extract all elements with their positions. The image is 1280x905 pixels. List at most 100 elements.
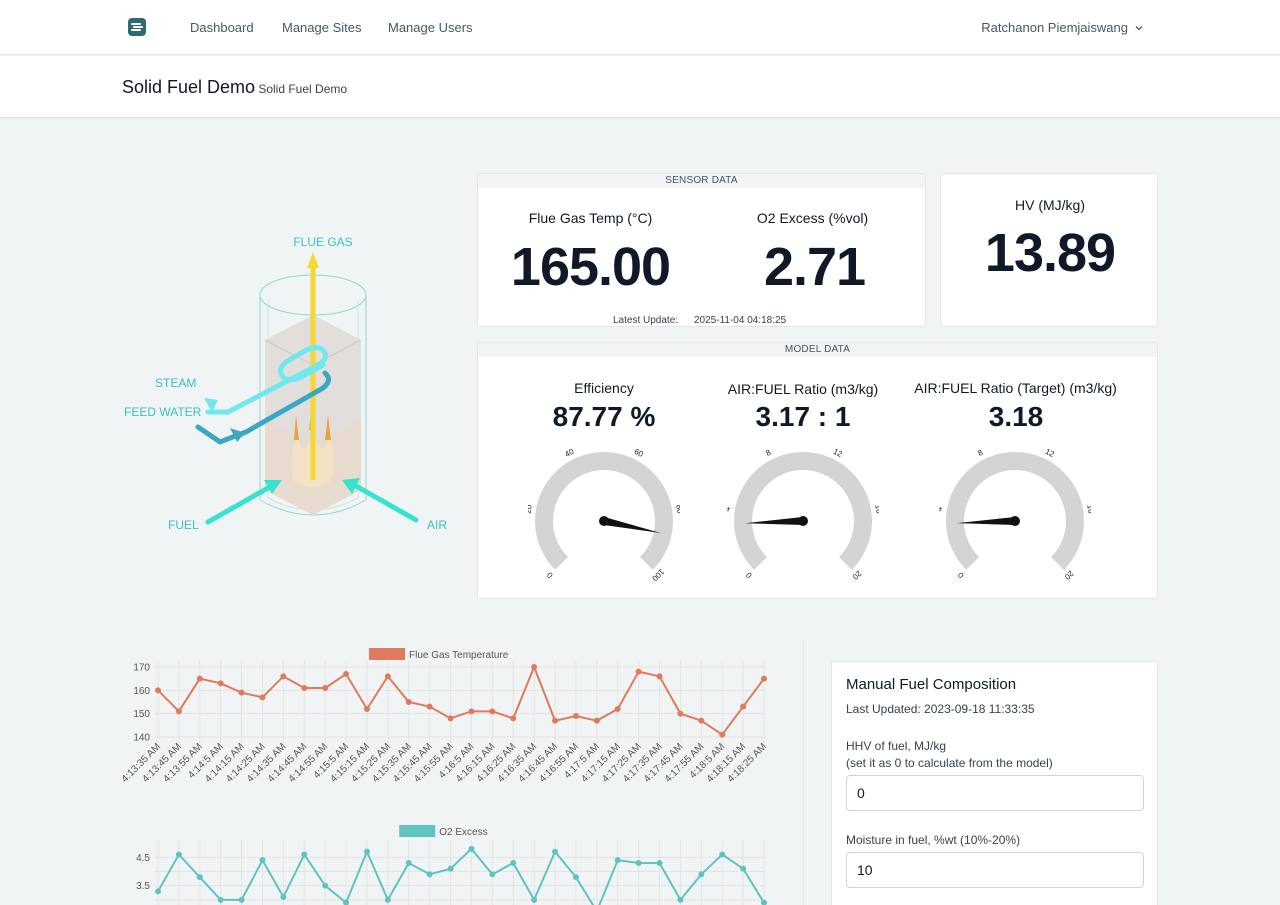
page-subtitle: - Solid Fuel Demo <box>251 82 348 96</box>
hv-label: HV (MJ/kg) <box>1015 197 1085 213</box>
data-point <box>175 851 182 858</box>
data-point <box>698 717 705 724</box>
data-point <box>259 694 266 701</box>
top-navbar: Dashboard Manage Sites Manage Users Ratc… <box>0 0 1280 55</box>
data-point <box>426 703 433 710</box>
gauge-hub <box>798 516 808 526</box>
data-point <box>155 687 161 694</box>
air-fuel-target-value: 3.18 <box>988 401 1044 432</box>
moisture-input[interactable] <box>846 852 1144 888</box>
user-menu[interactable]: Ratchanon Piemjaiswang <box>981 20 1144 35</box>
data-point <box>656 860 663 866</box>
gauge-tick-label: 80 <box>674 504 680 515</box>
data-point <box>405 699 412 705</box>
data-point <box>489 708 496 715</box>
boiler-diagram: FLUE GAS STEAM FEED WATER FUEL AIR <box>124 235 447 532</box>
nav-dashboard[interactable]: Dashboard <box>190 20 254 35</box>
data-point <box>155 888 161 895</box>
chevron-down-icon <box>1135 25 1143 30</box>
data-point <box>322 882 329 889</box>
gauge-tick-label: 20 <box>528 503 534 514</box>
hv-card: HV (MJ/kg) 13.89 <box>940 173 1158 327</box>
y-tick-label: 3.5 <box>136 881 150 892</box>
data-point <box>322 685 329 691</box>
data-point <box>552 848 559 855</box>
diagram-label-flue-gas: FLUE GAS <box>293 235 352 249</box>
gauge-needle <box>603 517 661 534</box>
data-point <box>468 845 475 852</box>
diagram-label-steam: STEAM <box>155 376 196 390</box>
hv-value: 13.89 <box>984 223 1116 283</box>
model-data-card: MODEL DATA Efficiency 87.77 % 0 20 40 60 80 1… <box>477 342 1158 599</box>
gauge-tick-label: 100 <box>650 567 666 583</box>
gauge-tick-label: 20 <box>850 569 863 582</box>
data-point <box>280 894 287 900</box>
gauge-hub <box>1010 516 1020 526</box>
data-point <box>552 717 559 724</box>
data-point <box>761 675 767 682</box>
data-point <box>238 689 245 696</box>
o2-excess-label: O2 Excess (%vol) <box>756 210 869 226</box>
data-point <box>196 874 203 881</box>
gauge-tick-label: 40 <box>563 447 576 459</box>
data-point <box>572 713 579 719</box>
data-point <box>384 896 391 903</box>
gauge-tick-label: 12 <box>1044 447 1057 459</box>
data-point <box>761 899 767 905</box>
gauge-tick-label: 4 <box>939 506 944 512</box>
manual-fuel-composition-card: Manual Fuel Composition Last Updated: 20… <box>831 661 1158 905</box>
form-title: Manual Fuel Composition <box>846 676 1017 693</box>
y-tick-label: 170 <box>133 663 150 674</box>
gauge-tick-label: 60 <box>633 447 646 459</box>
hhv-label: HHV of fuel, MJ/kg <box>846 739 947 753</box>
gauge-tick-label: 4 <box>727 506 732 512</box>
data-point <box>635 860 642 866</box>
air-fuel-target-gauge: 0 4 8 12 16 20 <box>939 447 1091 582</box>
data-point <box>614 857 621 864</box>
latest-update-label: Latest Update: <box>613 315 679 326</box>
series-line <box>157 664 765 737</box>
data-point <box>593 717 600 724</box>
diagram-label-feed-water: FEED WATER <box>124 405 202 419</box>
o2-excess-chart: O2 Excess 3.5 4.5 <box>136 825 767 905</box>
data-point <box>468 708 475 715</box>
data-point <box>572 874 579 881</box>
data-point <box>740 703 747 710</box>
app-logo-icon[interactable] <box>128 18 146 36</box>
gauge-tick-label: 8 <box>976 448 985 458</box>
model-data-header: MODEL DATA <box>478 343 1157 357</box>
data-point <box>447 865 454 872</box>
nav-manage-users[interactable]: Manage Users <box>388 20 473 35</box>
data-point <box>531 896 538 903</box>
data-point <box>217 896 224 903</box>
gauge-tick-label: 0 <box>545 570 555 580</box>
data-point <box>343 671 350 677</box>
data-point <box>635 668 642 675</box>
data-point <box>719 731 726 738</box>
efficiency-label: Efficiency <box>574 380 634 396</box>
data-point <box>384 673 391 680</box>
efficiency-gauge: 0 20 40 60 80 100 <box>528 447 680 583</box>
gauge-needle <box>745 517 804 525</box>
page-title: Solid Fuel Demo <box>122 77 256 97</box>
data-point <box>196 675 203 682</box>
sensor-data-card: SENSOR DATA Flue Gas Temp (°C) 165.00 O2… <box>477 173 926 327</box>
gauge-tick-label: 12 <box>832 447 845 459</box>
data-point <box>259 857 266 864</box>
data-point <box>447 715 454 722</box>
page-header: Solid Fuel Demo - Solid Fuel Demo <box>0 56 1280 118</box>
hhv-input[interactable] <box>846 775 1144 811</box>
data-point <box>531 664 538 670</box>
gauge-tick-label: 0 <box>956 570 966 580</box>
gauge-tick-label: 16 <box>873 504 879 515</box>
gauge-tick-label: 20 <box>1062 569 1075 582</box>
sensor-data-header: SENSOR DATA <box>478 174 925 188</box>
gauge-arc <box>734 452 872 570</box>
data-point <box>175 708 182 715</box>
hhv-hint: (set it as 0 to calculate from the model… <box>846 756 1053 770</box>
data-point <box>217 680 224 687</box>
form-last-updated: Last Updated: 2023-09-18 11:33:35 <box>846 702 1035 716</box>
flue-gas-temperature-chart: Flue Gas Temperature1401501601704:13:35 … <box>120 648 769 785</box>
legend-swatch <box>399 825 436 837</box>
nav-manage-sites[interactable]: Manage Sites <box>282 20 362 35</box>
